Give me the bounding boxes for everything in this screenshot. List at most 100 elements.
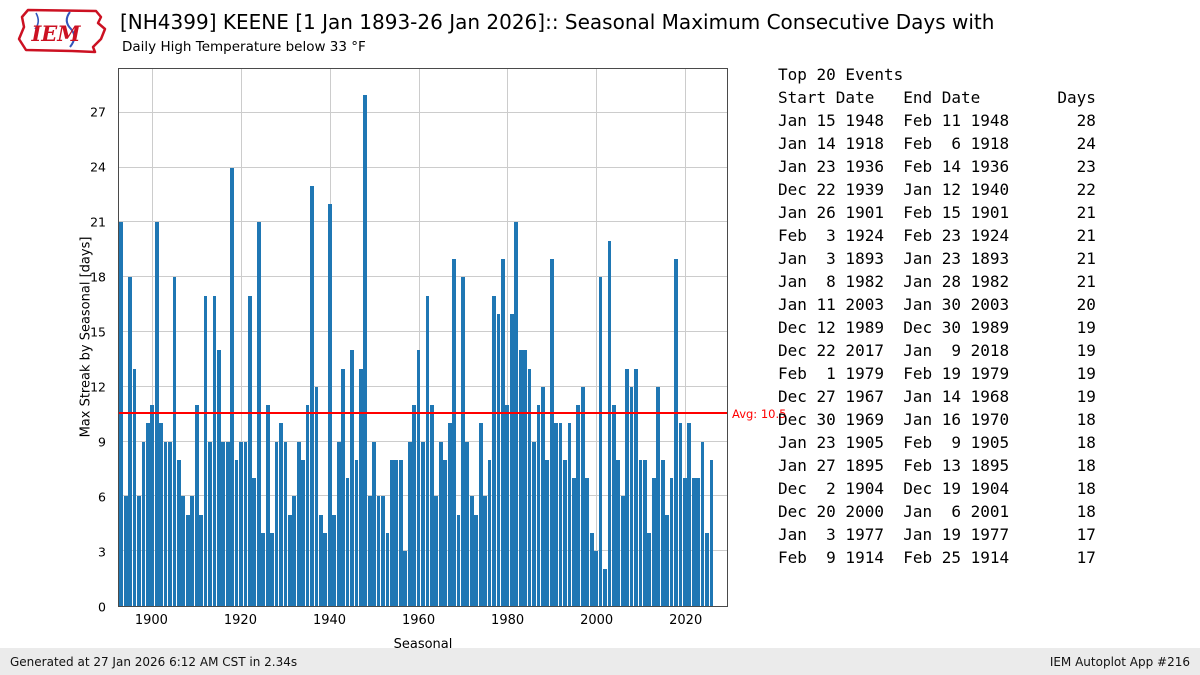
bar-2018 [674,258,678,606]
bar-1975 [483,496,487,606]
avg-line [119,412,727,415]
bar-2023 [696,478,701,606]
bar-1916 [221,441,226,606]
bar-1939 [323,532,328,606]
event-days: 18 [1076,479,1096,498]
bar-1956 [398,459,403,606]
river-icon [34,12,40,30]
event-end-date: Jan 19 1977 [903,525,1010,544]
x-tick-label: 1920 [223,613,257,628]
events-col-end: End Date [903,88,981,107]
event-start-date: Dec 22 2017 [778,341,884,360]
generated-at-text: Generated at 27 Jan 2026 6:12 AM CST in … [10,654,298,669]
bar-1973 [474,514,479,606]
event-start-date: Jan 8 1982 [778,272,884,291]
bar-2017 [669,478,674,606]
bar-1972 [469,496,474,606]
bar-1944 [345,478,350,606]
x-tick-label: 1960 [402,613,436,628]
bar-2007 [625,368,630,606]
gridline [152,69,154,606]
bar-1901 [154,222,159,606]
event-row: Dec 20 2000 Jan 6 2001 18 [778,500,1138,523]
bar-2024 [700,441,705,606]
bar-2015 [660,459,665,606]
x-tick-label: 2020 [669,613,703,628]
bar-1940 [327,204,332,606]
event-row: Jan 8 1982 Jan 28 1982 21 [778,270,1138,293]
bar-1960 [416,350,421,606]
bar-1909 [190,496,195,606]
bar-1953 [385,532,390,606]
event-days: 24 [1076,134,1096,153]
bar-1994 [567,423,572,606]
bar-1929 [279,423,283,606]
event-row: Feb 3 1924 Feb 23 1924 21 [778,224,1138,247]
event-start-date: Jan 14 1918 [778,134,884,153]
iem-logo-text: IEM [30,21,81,46]
bar-1997 [580,386,585,606]
bar-2006 [620,496,625,606]
bar-2009 [634,368,638,606]
y-tick-label: 18 [90,269,106,285]
event-start-date: Dec 22 1939 [778,180,884,199]
bar-1932 [292,496,297,606]
bar-1919 [234,459,239,606]
page-subtitle: Daily High Temperature below 33 °F [122,39,366,55]
y-tick-label: 9 [98,434,106,450]
bar-1908 [185,514,190,606]
y-tick-label: 6 [98,489,106,505]
bar-1897 [137,496,141,606]
river-icon [65,11,76,48]
bar-2016 [665,514,669,606]
bar-2008 [629,386,634,606]
event-end-date: Feb 23 1924 [903,226,1010,245]
event-days: 19 [1076,364,1096,383]
bar-2010 [638,459,643,606]
bar-1979 [500,258,505,606]
bar-1964 [434,496,439,606]
event-start-date: Dec 30 1969 [778,410,884,429]
bar-1962 [425,295,430,606]
event-start-date: Dec 20 2000 [778,502,884,521]
event-start-date: Jan 26 1901 [778,203,884,222]
bar-1937 [314,386,319,606]
bar-1926 [265,405,270,606]
bar-1977 [492,295,496,606]
bar-1963 [429,405,434,606]
bar-1923 [252,478,257,606]
event-days: 23 [1076,157,1096,176]
event-days: 18 [1076,502,1096,521]
bar-1984 [523,350,527,606]
bar-1914 [212,295,217,606]
bar-1928 [274,441,279,606]
iowa-outline-icon [17,8,107,54]
bar-1896 [132,368,137,606]
bar-1942 [336,441,341,606]
y-tick-label: 15 [90,324,106,340]
event-row: Dec 12 1989 Dec 30 1989 19 [778,316,1138,339]
bar-1990 [549,258,554,606]
event-row: Dec 30 1969 Jan 16 1970 18 [778,408,1138,431]
bar-1895 [128,277,132,606]
bar-1959 [412,405,416,606]
bar-1965 [438,441,443,606]
event-days: 18 [1076,456,1096,475]
bar-1951 [376,496,381,606]
event-days: 21 [1076,272,1096,291]
gridline [684,69,686,606]
bar-2026 [709,459,714,606]
bar-1954 [390,459,394,606]
event-end-date: Jan 12 1940 [903,180,1010,199]
bar-1918 [230,167,235,606]
bar-2025 [705,532,709,606]
bar-1912 [203,295,208,606]
bar-1968 [452,258,456,606]
bar-2021 [687,423,692,606]
bar-1927 [270,532,274,606]
bar-1905 [172,277,177,606]
event-days: 19 [1076,387,1096,406]
y-tick-label: 0 [98,599,106,615]
event-start-date: Jan 23 1905 [778,433,884,452]
bar-1913 [208,441,212,606]
